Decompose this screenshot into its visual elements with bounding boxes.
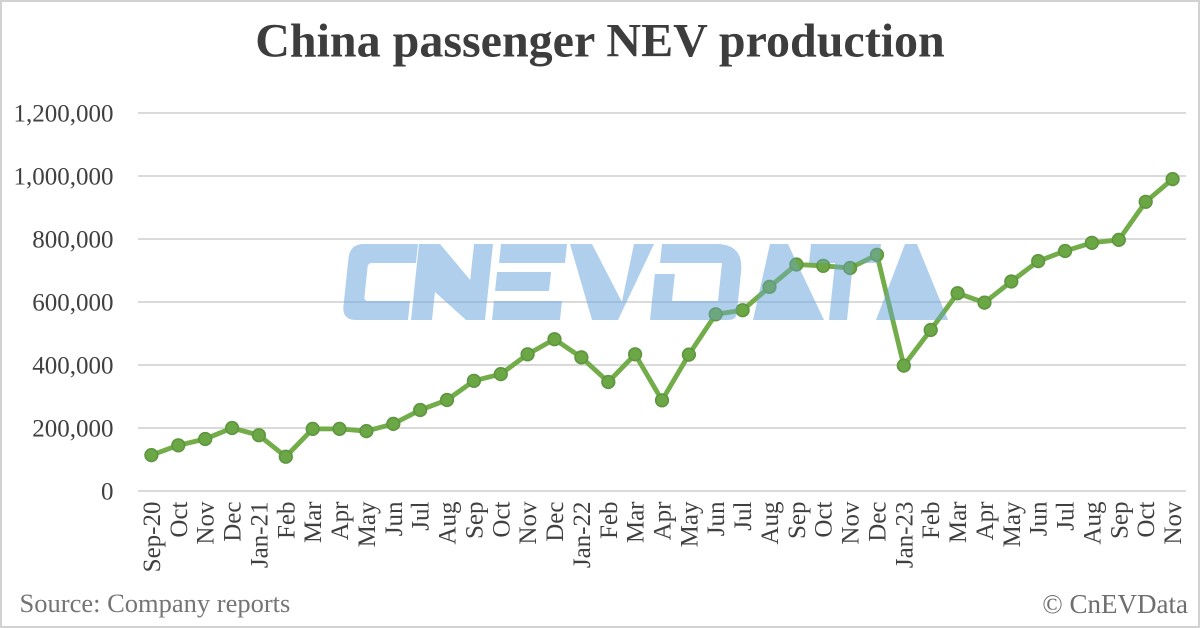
svg-text:Jan-23: Jan-23	[891, 502, 918, 569]
svg-text:Dec: Dec	[220, 502, 247, 542]
svg-text:Apr: Apr	[650, 501, 677, 541]
svg-text:Oct: Oct	[166, 501, 193, 537]
svg-text:© CnEVData: © CnEVData	[1042, 589, 1188, 619]
svg-text:Nov: Nov	[1160, 501, 1187, 545]
svg-text:200,000: 200,000	[32, 416, 113, 443]
svg-text:Feb: Feb	[918, 502, 945, 540]
svg-text:May: May	[354, 501, 381, 547]
svg-text:0: 0	[101, 479, 114, 506]
svg-text:600,000: 600,000	[32, 290, 113, 317]
svg-text:Feb: Feb	[273, 502, 300, 540]
svg-text:Jan-21: Jan-21	[246, 502, 273, 569]
svg-text:Jul: Jul	[1053, 501, 1080, 530]
svg-text:Source: Company reports: Source: Company reports	[20, 588, 291, 618]
svg-text:Nov: Nov	[193, 501, 220, 545]
svg-text:Jul: Jul	[730, 501, 757, 530]
svg-text:Sep: Sep	[784, 502, 811, 540]
svg-text:1,200,000: 1,200,000	[14, 101, 114, 128]
svg-text:Jun: Jun	[1026, 501, 1053, 536]
svg-text:Nov: Nov	[838, 501, 865, 545]
svg-text:1,000,000: 1,000,000	[14, 164, 114, 191]
svg-text:Jun: Jun	[703, 501, 730, 536]
svg-text:Oct: Oct	[811, 501, 838, 537]
svg-text:Oct: Oct	[1133, 501, 1160, 537]
svg-text:May: May	[999, 501, 1026, 547]
svg-text:Apr: Apr	[972, 501, 999, 541]
svg-text:Sep-20: Sep-20	[139, 502, 166, 573]
svg-text:800,000: 800,000	[32, 227, 113, 254]
svg-text:400,000: 400,000	[32, 353, 113, 380]
svg-text:Feb: Feb	[596, 502, 623, 540]
svg-text:Jan-22: Jan-22	[569, 502, 596, 569]
svg-text:Jun: Jun	[381, 501, 408, 536]
svg-text:Aug: Aug	[1079, 501, 1106, 545]
svg-text:Aug: Aug	[757, 501, 784, 545]
svg-text:Mar: Mar	[623, 501, 650, 543]
svg-text:May: May	[676, 501, 703, 547]
svg-text:Jul: Jul	[408, 501, 435, 530]
svg-text:Mar: Mar	[300, 501, 327, 543]
svg-text:Mar: Mar	[945, 501, 972, 543]
svg-text:Aug: Aug	[435, 501, 462, 545]
svg-text:China passenger NEV production: China passenger NEV production	[255, 15, 945, 68]
svg-text:Dec: Dec	[865, 502, 892, 542]
svg-text:Sep: Sep	[461, 502, 488, 540]
svg-text:Oct: Oct	[488, 501, 515, 537]
svg-text:Sep: Sep	[1106, 502, 1133, 540]
svg-text:Apr: Apr	[327, 501, 354, 541]
svg-text:Dec: Dec	[542, 502, 569, 542]
svg-text:Nov: Nov	[515, 501, 542, 545]
